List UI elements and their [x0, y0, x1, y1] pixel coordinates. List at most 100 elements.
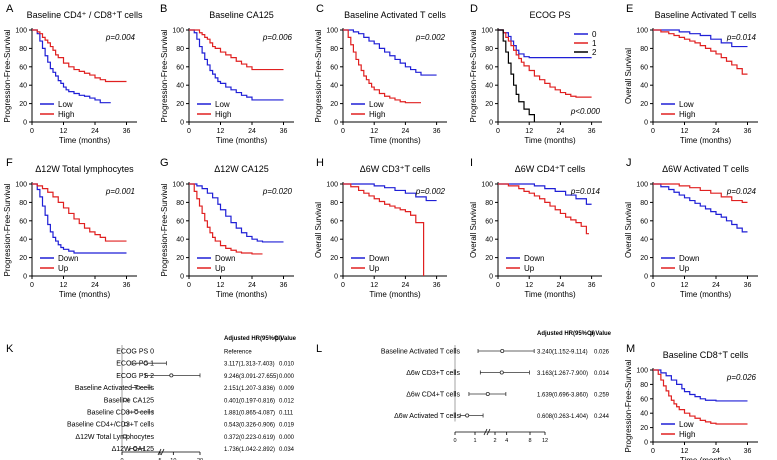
y-tick-label: 80: [19, 200, 27, 207]
x-tick-label: 24: [91, 128, 99, 135]
hr-point: [122, 434, 127, 439]
legend-label: Low: [369, 100, 384, 109]
hr-point: [500, 348, 505, 353]
chart-title: ECOG PS: [529, 10, 570, 20]
p-value-label: p<0.000: [570, 107, 601, 116]
y-axis-label: Progression-Free-Survival: [3, 29, 12, 122]
panel-letter-M: M: [626, 343, 635, 355]
legend-label: High: [58, 110, 74, 119]
y-tick-label: 20: [330, 101, 338, 108]
p-value-label: p=0.014: [726, 33, 757, 42]
forest-row-hr: 1.639(0.696-3.860): [537, 393, 588, 399]
y-tick-label: 60: [176, 218, 184, 225]
panel-letter-B: B: [160, 3, 167, 15]
survival-curve-high: [653, 369, 748, 425]
p-value-label: p=0.004: [105, 33, 136, 42]
km-panel-B: B Baseline CA125 0 20 40 60 80 100 0 12 24 36 Time (…: [160, 3, 294, 145]
hr-point: [485, 391, 490, 396]
y-tick-label: 80: [640, 200, 648, 207]
forest-row-label: Δ12W Total Lymphocytes: [75, 434, 154, 441]
y-tick-label: 40: [640, 237, 648, 244]
forest-row-p: 0.012: [279, 398, 295, 404]
x-axis-label: Time (months): [216, 136, 268, 145]
x-tick-label: 36: [744, 128, 752, 135]
survival-curve-low: [32, 29, 111, 104]
legend-label: Down: [524, 254, 544, 263]
y-tick-label: 60: [330, 218, 338, 225]
y-tick-label: 20: [19, 101, 27, 108]
y-tick-label: 20: [640, 425, 648, 432]
x-axis-label: Time (months): [680, 290, 732, 299]
p-value-label: p=0.020: [262, 187, 293, 196]
x-tick-label: 24: [248, 282, 256, 289]
legend-label: Low: [215, 100, 230, 109]
y-tick-label: 60: [485, 218, 493, 225]
chart-title: Δ12W CA125: [214, 164, 269, 174]
y-tick-label: 20: [485, 255, 493, 262]
x-tick-label: 12: [60, 128, 68, 135]
x-tick-label: 0: [341, 128, 345, 135]
chart-title: Δ6W Activated T cells: [662, 164, 749, 174]
legend-label: High: [679, 430, 695, 439]
x-tick-label: 12: [525, 128, 533, 135]
p-value-label: p=0.026: [726, 373, 757, 382]
hr-point: [133, 446, 138, 451]
legend-label: 0: [592, 30, 597, 39]
y-axis-label: Progression-Free-Survival: [469, 29, 478, 122]
forest-row-label: Baseline CD4+/CD8+T cells: [67, 422, 155, 429]
survival-curve-up: [343, 183, 425, 276]
forest-header-hr: Adjusted HR(95%CI): [537, 331, 595, 337]
y-tick-label: 0: [644, 120, 648, 127]
survival-curve-low: [189, 29, 284, 101]
forest-tick-label: 10: [170, 458, 176, 460]
forest-row-label: ECOG PS 0: [116, 349, 154, 356]
y-tick-label: 100: [15, 28, 27, 35]
x-tick-label: 36: [744, 282, 752, 289]
y-tick-label: 0: [23, 274, 27, 281]
y-tick-label: 0: [180, 120, 184, 127]
y-tick-label: 20: [485, 101, 493, 108]
forest-row-p: 0.014: [594, 371, 610, 377]
x-axis-label: Time (months): [59, 290, 111, 299]
forest-row-hr: 2.151(1.207-3.836): [224, 386, 275, 392]
y-axis-label: Progression-Free-Survival: [3, 183, 12, 276]
survival-curve-up: [498, 183, 589, 235]
x-tick-label: 12: [370, 128, 378, 135]
forest-tick-label: 0: [120, 458, 123, 460]
x-tick-label: 12: [681, 282, 689, 289]
x-tick-label: 0: [496, 128, 500, 135]
p-value-label: p=0.006: [262, 33, 293, 42]
panel-letter-K: K: [6, 343, 14, 355]
forest-tick-label: 8: [528, 438, 531, 444]
legend-label: Low: [58, 100, 73, 109]
x-tick-label: 0: [187, 282, 191, 289]
y-tick-label: 60: [485, 64, 493, 71]
chart-title: Δ12W Total lymphocytes: [35, 164, 134, 174]
survival-curve-high: [343, 29, 421, 104]
legend-label: Low: [679, 420, 694, 429]
forest-row-label: ECOG PS 2: [116, 373, 154, 380]
survival-curve-high: [189, 29, 284, 71]
x-tick-label: 0: [651, 128, 655, 135]
forest-row-p: 0.026: [594, 350, 610, 356]
km-panel-I: I Δ6W CD4⁺T cells 0 20 40 60 80 100 0 12 24 36 Time …: [469, 157, 602, 299]
x-tick-label: 0: [651, 448, 655, 455]
forest-row-hr: 9.246(3.091-27.655): [224, 374, 278, 380]
forest-header-hr: Adjusted HR(95%CI): [224, 336, 282, 342]
forest-header-p: p Value: [275, 336, 297, 342]
forest-tick-label: 5: [158, 458, 161, 460]
forest-row-hr: 0.543(0.326-0.906): [224, 423, 275, 429]
x-tick-label: 36: [433, 282, 441, 289]
y-tick-label: 60: [640, 218, 648, 225]
x-tick-label: 12: [60, 282, 68, 289]
y-tick-label: 60: [19, 218, 27, 225]
hr-point: [465, 413, 470, 418]
forest-row-hr: 3.163(1.267-7.900): [537, 371, 588, 377]
km-panel-F: F Δ12W Total lymphocytes 0 20 40 60 80 100 0 12 24…: [3, 157, 137, 299]
legend-label: 2: [592, 48, 597, 57]
survival-curve-down: [32, 183, 127, 254]
km-panel-J: J Δ6W Activated T cells 0 20 40 60 80 100 0 12 24 3…: [624, 157, 758, 299]
forest-header-p: p Value: [590, 331, 612, 337]
forest-row-hr: 0.372(0.223-0.619): [224, 435, 275, 441]
